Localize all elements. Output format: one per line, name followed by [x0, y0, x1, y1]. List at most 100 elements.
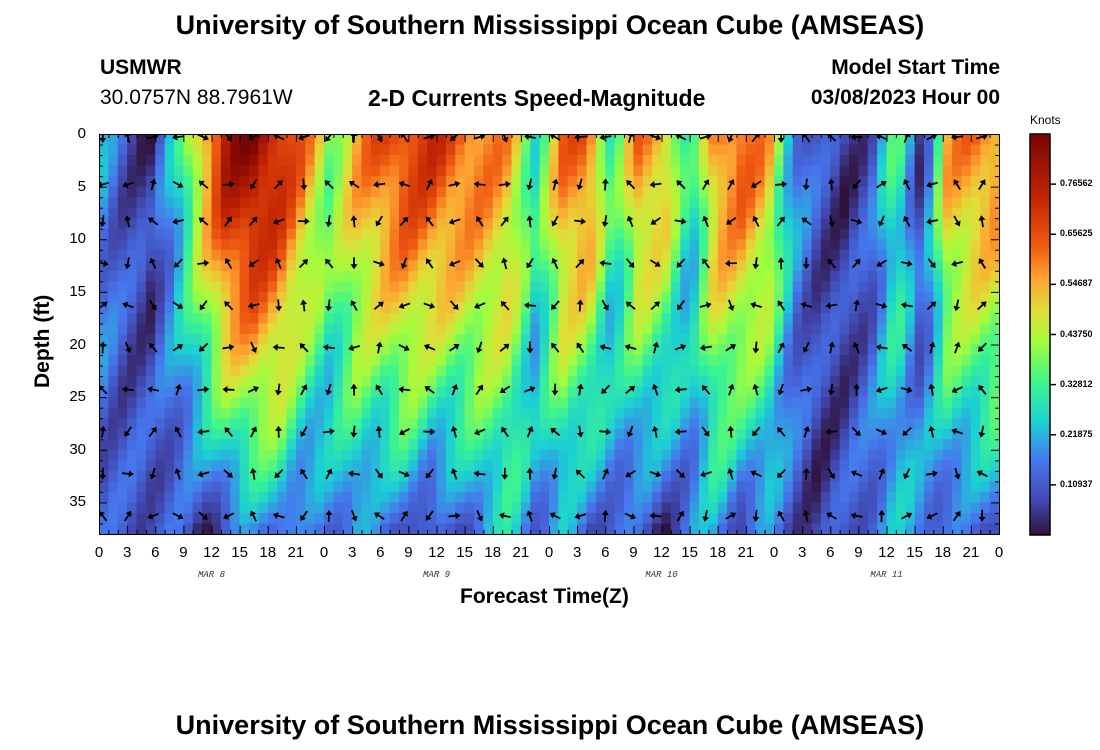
heatmap-cell	[539, 228, 550, 240]
heatmap-cell	[764, 270, 775, 282]
heatmap-cell	[127, 481, 138, 493]
heatmap-cell	[342, 291, 353, 304]
heatmap-cell	[689, 407, 700, 419]
heatmap-cell	[136, 239, 147, 251]
heatmap-cell	[924, 449, 934, 461]
heatmap-cell	[539, 197, 550, 209]
heatmap-cell	[380, 407, 391, 419]
heatmap-cell	[877, 281, 888, 293]
heatmap-cell	[886, 323, 897, 335]
heatmap-cell	[905, 334, 916, 346]
heatmap-cell	[324, 470, 334, 482]
heatmap-cell	[474, 523, 484, 535]
heatmap-cell	[792, 365, 803, 377]
heatmap-cell	[492, 439, 503, 451]
heatmap-cell	[380, 155, 391, 167]
heatmap-cell	[802, 481, 813, 493]
heatmap-cell	[792, 239, 803, 251]
heatmap-cell	[483, 344, 494, 356]
heatmap-cell	[155, 397, 166, 409]
heatmap-cell	[933, 197, 944, 209]
heatmap-cell	[220, 386, 231, 398]
heatmap-cell	[970, 302, 981, 314]
heatmap-cell	[455, 144, 466, 156]
heatmap-cell	[970, 334, 981, 346]
heatmap-cell	[324, 376, 334, 388]
heatmap-cell	[952, 334, 963, 346]
current-arrow	[526, 257, 534, 269]
heatmap-cell	[633, 512, 644, 525]
heatmap-cell	[399, 323, 409, 335]
heatmap-cell	[370, 207, 381, 219]
heatmap-cell	[689, 207, 700, 219]
heatmap-cell	[211, 291, 222, 304]
heatmap-cell	[642, 428, 653, 440]
heatmap-cell	[267, 502, 278, 514]
heatmap-cell	[520, 376, 531, 388]
heatmap-cell	[314, 512, 325, 525]
heatmap-cell	[905, 418, 916, 430]
heatmap-cell	[680, 418, 691, 430]
x-tick-label: 0	[94, 544, 104, 561]
heatmap-cell	[614, 134, 625, 146]
date-label: MAR 11	[870, 570, 903, 580]
heatmap-cell	[680, 281, 691, 293]
heatmap-cell	[483, 291, 494, 304]
heatmap-cell	[145, 165, 156, 177]
heatmap-cell	[764, 207, 775, 219]
heatmap-cell	[699, 502, 709, 514]
heatmap-cell	[408, 144, 419, 156]
heatmap-cell	[661, 260, 672, 272]
current-arrow	[523, 385, 536, 393]
heatmap-cell	[483, 281, 494, 293]
heatmap-cell	[352, 312, 363, 325]
heatmap-cell	[642, 260, 653, 272]
heatmap-cell	[839, 228, 850, 240]
heatmap-cell	[539, 249, 550, 261]
heatmap-cell	[661, 481, 672, 493]
heatmap-cell	[436, 523, 447, 535]
heatmap-cell	[774, 491, 784, 504]
heatmap-cell	[849, 439, 859, 451]
heatmap-cell	[530, 428, 541, 440]
heatmap-cell	[286, 291, 297, 304]
heatmap-cell	[792, 270, 803, 282]
heatmap-cell	[305, 281, 316, 293]
heatmap-cell	[802, 239, 813, 251]
heatmap-cell	[811, 260, 822, 272]
heatmap-cell	[277, 291, 288, 304]
heatmap-cell	[952, 428, 963, 440]
heatmap-cell	[127, 491, 138, 504]
heatmap-cell	[127, 376, 138, 388]
heatmap-cell	[745, 481, 756, 493]
heatmap-cell	[277, 355, 288, 367]
heatmap-cell	[558, 176, 569, 188]
heatmap-cell	[717, 302, 728, 314]
heatmap-cell	[680, 270, 691, 282]
heatmap-cell	[277, 302, 288, 314]
heatmap-cell	[539, 260, 550, 272]
heatmap-cell	[99, 449, 109, 461]
heatmap-cell	[117, 365, 128, 377]
heatmap-cell	[295, 365, 306, 377]
heatmap-cell	[858, 134, 869, 146]
heatmap-cell	[867, 502, 878, 514]
heatmap-cell	[483, 407, 494, 419]
heatmap-cell	[961, 407, 972, 419]
heatmap-cell	[183, 449, 194, 461]
heatmap-cell	[464, 228, 475, 240]
heatmap-cell	[427, 312, 438, 325]
heatmap-cell	[258, 239, 269, 251]
heatmap-cell	[511, 134, 522, 146]
heatmap-cell	[192, 365, 203, 377]
heatmap-cell	[164, 386, 175, 398]
heatmap-cell	[905, 323, 916, 335]
heatmap-cell	[145, 249, 156, 261]
heatmap-cell	[849, 365, 859, 377]
heatmap-cell	[239, 155, 250, 167]
heatmap-cell	[830, 218, 841, 230]
heatmap-cell	[117, 376, 128, 388]
heatmap-cell	[652, 449, 663, 461]
heatmap-cell	[417, 228, 428, 240]
heatmap-cell	[670, 334, 681, 346]
